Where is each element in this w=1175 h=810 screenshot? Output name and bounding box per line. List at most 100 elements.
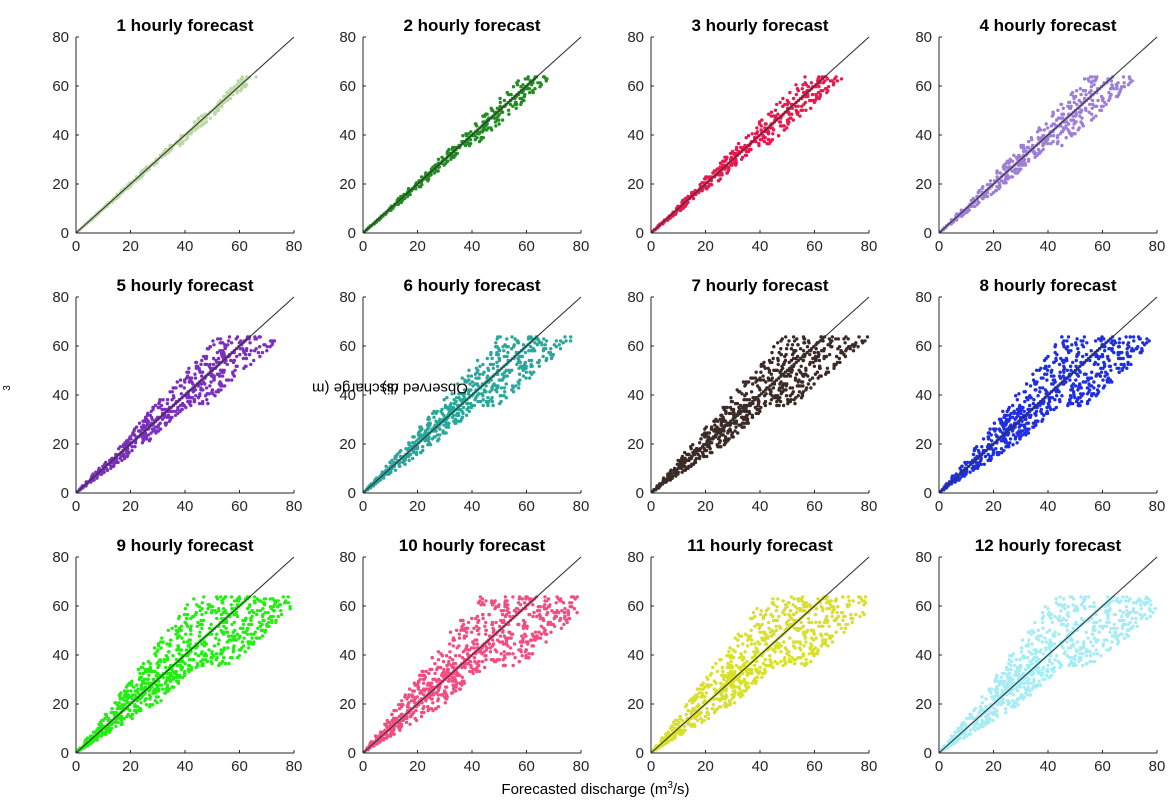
- data-point: [705, 455, 708, 458]
- data-point: [233, 359, 236, 362]
- data-point: [783, 124, 786, 127]
- data-point: [1079, 339, 1082, 342]
- data-point: [1009, 437, 1012, 440]
- data-point: [1074, 341, 1077, 344]
- data-point: [981, 185, 984, 188]
- data-point: [147, 674, 150, 677]
- data-point: [503, 390, 506, 393]
- data-point: [138, 672, 141, 675]
- data-point: [1117, 345, 1120, 348]
- data-point: [544, 343, 547, 346]
- data-point: [695, 457, 698, 460]
- data-point: [193, 373, 196, 376]
- data-point: [742, 398, 745, 401]
- data-point: [1052, 140, 1055, 143]
- data-point: [709, 451, 712, 454]
- data-point: [719, 177, 722, 180]
- data-point: [528, 371, 531, 374]
- data-point: [1036, 420, 1039, 423]
- data-point: [154, 699, 157, 702]
- data-point: [1034, 388, 1037, 391]
- data-point: [1014, 394, 1017, 397]
- data-point: [164, 666, 167, 669]
- data-point: [509, 93, 512, 96]
- data-point: [235, 365, 238, 368]
- data-point: [135, 683, 138, 686]
- data-point: [1029, 384, 1032, 387]
- data-point: [265, 349, 268, 352]
- data-point: [489, 351, 492, 354]
- x-tick-label: 80: [861, 498, 878, 515]
- data-point: [149, 437, 152, 440]
- data-point: [501, 118, 504, 121]
- data-point: [805, 386, 808, 389]
- data-point: [834, 337, 837, 340]
- scatter-points: [939, 335, 1151, 493]
- data-point: [1044, 388, 1047, 391]
- data-point: [211, 339, 214, 342]
- data-point: [816, 371, 819, 374]
- data-point: [137, 668, 140, 671]
- data-point: [784, 388, 787, 391]
- data-point: [198, 392, 201, 395]
- data-point: [516, 339, 519, 342]
- data-point: [1035, 369, 1038, 372]
- data-point: [220, 341, 223, 344]
- data-point: [1092, 83, 1095, 86]
- data-point: [745, 392, 748, 395]
- data-point: [857, 335, 860, 338]
- data-point: [779, 347, 782, 350]
- data-point: [199, 363, 202, 366]
- data-point: [229, 87, 232, 90]
- data-point: [1088, 103, 1091, 106]
- x-tick-label: 80: [573, 498, 590, 515]
- data-point: [513, 343, 516, 346]
- data-point: [176, 380, 179, 383]
- data-point: [1058, 398, 1061, 401]
- subplot-title: 8 hourly forecast: [980, 276, 1117, 295]
- data-point: [532, 347, 535, 350]
- data-point: [411, 457, 414, 460]
- data-point: [1044, 365, 1047, 368]
- data-point: [778, 101, 781, 104]
- data-point: [1041, 386, 1044, 389]
- data-point: [536, 81, 539, 84]
- data-point: [146, 412, 149, 415]
- data-point: [487, 126, 490, 129]
- data-point: [469, 388, 472, 391]
- data-point: [1011, 404, 1014, 407]
- data-point: [739, 146, 742, 149]
- scatter-points: [76, 75, 258, 233]
- data-point: [724, 406, 727, 409]
- data-point: [407, 441, 410, 444]
- data-point: [834, 75, 837, 78]
- y-axis-label-tail: /s): [382, 380, 399, 397]
- data-point: [1078, 382, 1081, 385]
- y-tick-label: 40: [52, 127, 69, 144]
- data-point: [1017, 392, 1020, 395]
- data-point: [1062, 339, 1065, 342]
- data-point: [1076, 347, 1079, 350]
- data-point: [1094, 361, 1097, 364]
- data-point: [490, 396, 493, 399]
- data-point: [427, 416, 430, 419]
- y-tick-label: 20: [339, 436, 356, 453]
- y-tick-label: 60: [52, 78, 69, 95]
- data-point: [796, 87, 799, 90]
- data-point: [485, 113, 488, 116]
- data-point: [198, 402, 201, 405]
- data-point: [418, 425, 421, 428]
- data-point: [1067, 335, 1070, 338]
- x-tick-label: 40: [177, 238, 194, 255]
- data-point: [1078, 126, 1081, 129]
- data-point: [734, 425, 737, 428]
- data-point: [995, 169, 998, 172]
- data-point: [1102, 105, 1105, 108]
- data-point: [763, 140, 766, 143]
- data-point: [433, 435, 436, 438]
- data-point: [559, 339, 562, 342]
- data-point: [1000, 447, 1003, 450]
- data-point: [130, 680, 133, 683]
- x-tick-label: 20: [409, 238, 426, 255]
- data-point: [209, 380, 212, 383]
